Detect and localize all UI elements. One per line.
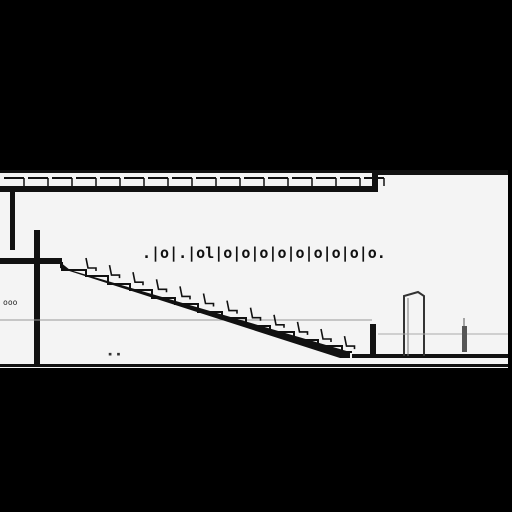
ground-line [0, 364, 508, 367]
wall-graphic: .|o|.|ol|o|o|o|o|o|o|o|o|o. [142, 244, 386, 263]
seat [320, 328, 332, 342]
seat [132, 272, 144, 286]
seat [108, 264, 121, 279]
seat [273, 314, 285, 328]
left-fixture: ooo [3, 298, 18, 307]
seat [226, 300, 238, 314]
seat [296, 321, 309, 335]
upper-floor-slab [0, 258, 62, 264]
stage-door [403, 290, 425, 356]
left-inner-wall [10, 192, 15, 250]
seat [343, 335, 356, 350]
left-column [34, 230, 40, 366]
ceiling-truss [4, 177, 385, 186]
floor-mark: ▪ ▪ [108, 350, 121, 358]
seat [85, 257, 97, 271]
seats [85, 257, 356, 350]
stage-wall [370, 324, 376, 358]
stage-fixture [462, 326, 467, 352]
roof-slab [0, 170, 508, 192]
stage-floor [352, 354, 508, 358]
seating-rake [60, 262, 350, 358]
rake-step-profile [61, 262, 352, 353]
seat [202, 293, 215, 307]
seat [249, 307, 262, 321]
seat [179, 286, 191, 300]
seat [155, 279, 168, 293]
